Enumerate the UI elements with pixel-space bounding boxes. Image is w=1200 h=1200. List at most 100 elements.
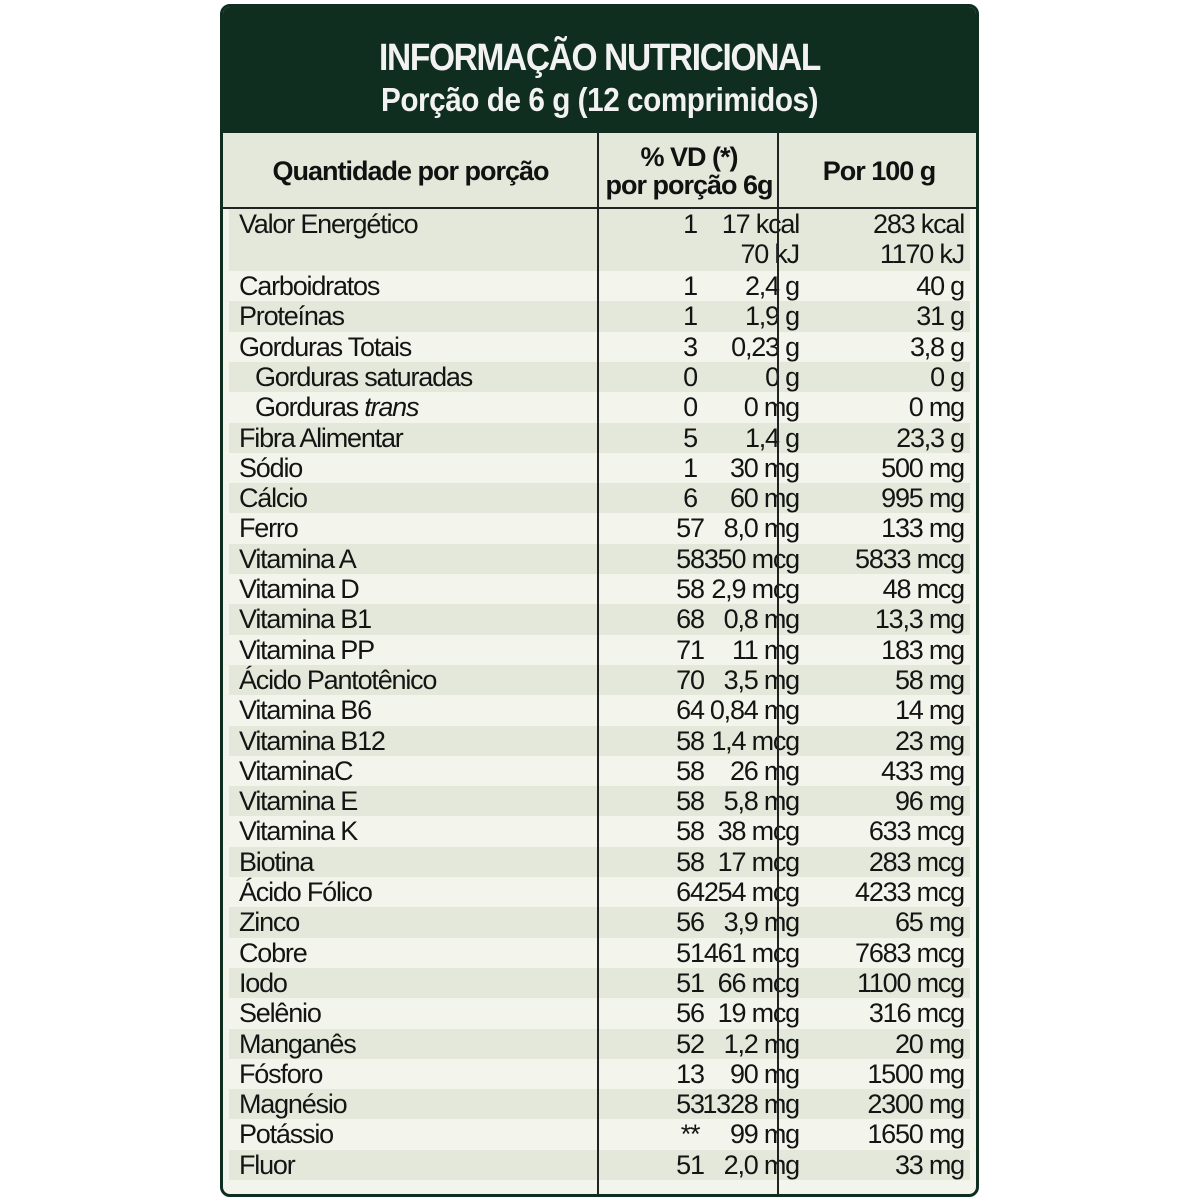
row-per100: 65 mg: [894, 907, 965, 938]
row-amount: 0 g: [765, 361, 800, 392]
column-divider: [597, 133, 599, 1194]
table-row: Zinco 3,9 mg 56 65 mg: [229, 907, 970, 938]
table-row: Ferro 8,0 mg 57 133 mg: [229, 513, 970, 543]
row-per100: 23,3 g: [896, 422, 965, 453]
row-amount: 30 mg: [729, 452, 800, 483]
column-header-vd: % VD (*) por porção 6g: [599, 143, 779, 199]
column-headers: Quantidade por porção % VD (*) por porçã…: [223, 133, 976, 209]
row-label: Gorduras saturadas: [255, 361, 473, 392]
row-vd: 56: [676, 998, 705, 1029]
row-per100: 183 mg: [881, 634, 965, 665]
row-amount: 19 mcg: [717, 998, 801, 1029]
table-title: INFORMAÇÃO NUTRICIONAL: [379, 37, 821, 79]
row-label: Vitamina PP: [239, 634, 375, 665]
row-label: Ácido Pantotênico: [239, 664, 437, 695]
row-label: Vitamina E: [239, 786, 358, 817]
row-vd: **: [680, 1119, 701, 1150]
row-per100: 20 mg: [894, 1028, 965, 1059]
row-per100: 500 mg: [881, 452, 965, 483]
row-per100: 433 mg: [881, 755, 965, 786]
row-amount: 1,9 g: [744, 301, 800, 332]
table-row: Selênio 19 mcg 56 316 mcg: [229, 998, 970, 1028]
row-amount: 0,8 mg: [723, 604, 801, 635]
row-label: Vitamina D: [239, 574, 360, 604]
row-amount: 5,8 mg: [723, 786, 801, 817]
row-label: Gorduras trans: [255, 392, 419, 423]
row-label: Manganês: [239, 1028, 357, 1059]
row-per100: 4233 mcg: [855, 877, 965, 907]
row-vd: 5: [683, 422, 698, 453]
row-label: Valor Energético: [239, 209, 419, 239]
row-amount: 2,0 mg: [723, 1149, 801, 1180]
row-amount: 1,4 g: [744, 422, 800, 453]
row-amount: 0,23 g: [731, 331, 800, 362]
row-vd: 1: [683, 271, 698, 301]
row-vd: 1: [683, 301, 698, 332]
table-row: Ácido Pantotênico 3,5 mg 70 58 mg: [229, 664, 970, 696]
row-amount: 0,84 mg: [709, 695, 800, 726]
row-label: Magnésio: [239, 1089, 348, 1120]
row-amount: 66 mcg: [717, 967, 801, 998]
table-row: VitaminaC 26 mg 58 433 mg: [229, 756, 970, 786]
row-per100: 5833 mcg: [855, 543, 965, 574]
row-label: Selênio: [239, 998, 322, 1029]
row-vd: 58: [676, 846, 705, 877]
row-amount: 3,5 mg: [723, 664, 801, 695]
table-row: Manganês 1,2 mg 52 20 mg: [229, 1028, 970, 1059]
row-amount: 2,4 g: [744, 271, 800, 301]
row-vd: 56: [676, 907, 705, 938]
row-vd: 70: [676, 664, 705, 695]
row-label: Biotina: [239, 846, 314, 877]
row-per100: 0 mg: [908, 392, 965, 423]
row-label: Cobre: [239, 937, 308, 968]
row-label: Proteínas: [239, 301, 345, 332]
row-vd: 51: [676, 937, 705, 968]
row-vd: 58: [676, 725, 705, 756]
row-per100: 96 mg: [894, 786, 965, 817]
row-per100-kcal: 283 kcal: [873, 209, 965, 239]
row-per100: 1100 mcg: [857, 967, 965, 998]
row-label: Vitamina A: [239, 543, 357, 574]
row-label: Fibra Alimentar: [239, 422, 404, 453]
column-header-per100: Por 100 g: [822, 156, 937, 186]
row-per100: 3,8 g: [909, 331, 965, 362]
row-vd: 71: [676, 634, 705, 665]
row-label: Zinco: [239, 907, 300, 938]
table-row: Fósforo 90 mg 13 1500 mg: [229, 1059, 970, 1089]
row-amount: 1328 mg: [702, 1089, 800, 1120]
row-label: Fluor: [239, 1149, 296, 1180]
row-per100-kj: 1170 kJ: [879, 239, 965, 269]
row-label: Cálcio: [239, 483, 308, 514]
row-vd: 58: [676, 574, 705, 604]
row-per100: 14 mg: [894, 695, 965, 726]
row-per100: 33 mg: [894, 1149, 965, 1180]
table-row: Iodo 66 mcg 51 1100 mcg: [229, 967, 970, 999]
row-amount-kj: 70 kJ: [740, 239, 800, 269]
row-vd: 51: [676, 1149, 705, 1180]
row-vd: 0: [683, 392, 698, 423]
column-header-vd-line2: por porção 6g: [605, 170, 773, 200]
row-label: Iodo: [239, 967, 288, 998]
row-amount: 0 mg: [743, 392, 800, 423]
row-vd: 64: [676, 877, 705, 907]
row-label: Sódio: [239, 452, 303, 483]
row-amount: 1,2 mg: [723, 1028, 801, 1059]
row-per100: 0 g: [930, 361, 965, 392]
row-label: Carboidratos: [239, 271, 380, 301]
row-amount: 254 mcg: [703, 877, 800, 907]
row-per100: 2300 mg: [867, 1089, 965, 1120]
row-per100: 995 mg: [881, 483, 965, 514]
row-vd: 58: [676, 786, 705, 817]
table-row: Ácido Fólico 254 mcg 64 4233 mcg: [229, 877, 970, 907]
row-label: Vitamina B12: [239, 725, 386, 756]
row-label: Gorduras Totais: [239, 331, 412, 362]
row-vd: 51: [676, 967, 705, 998]
row-amount: 11 mg: [731, 634, 800, 665]
table-row: Vitamina D 2,9 mcg 58 48 mcg: [229, 574, 970, 604]
row-amount: 26 mg: [729, 755, 800, 786]
row-amount: 1,4 mcg: [711, 725, 800, 756]
row-label: VitaminaC: [239, 755, 353, 786]
table-row: Vitamina A 350 mcg 58 5833 mcg: [229, 543, 970, 574]
row-amount: 99 mg: [729, 1119, 800, 1150]
row-label: Potássio: [239, 1119, 334, 1150]
